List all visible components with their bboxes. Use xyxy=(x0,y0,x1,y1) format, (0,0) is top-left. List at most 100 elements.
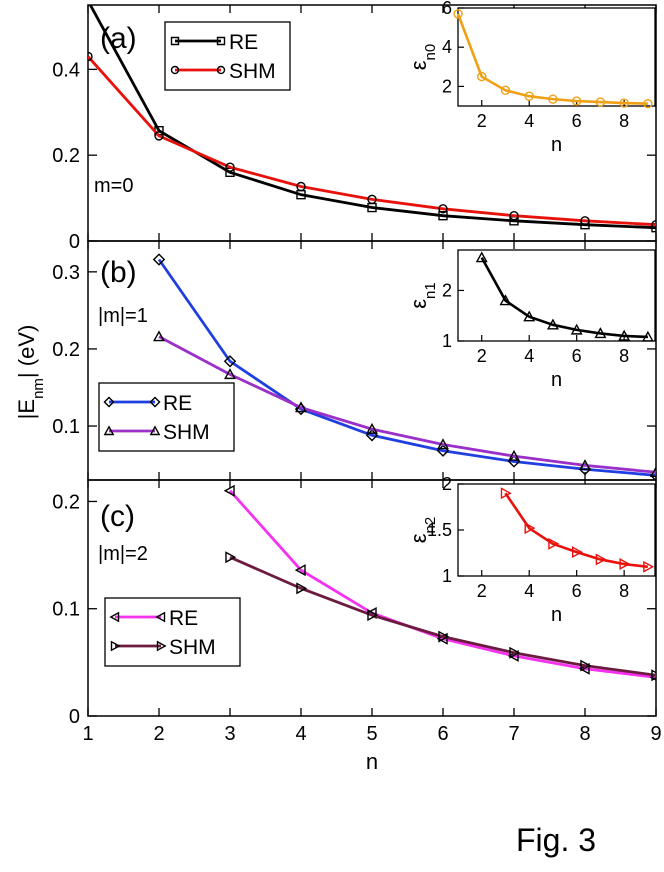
panel-c-data-point xyxy=(225,551,237,564)
panel-a-legend-label: RE xyxy=(229,31,258,54)
panel-a-inset-y-tick-label: 2 xyxy=(442,76,452,96)
panel-a-inset-x-label: n xyxy=(551,134,562,156)
panel-a-legend: RE SHM xyxy=(164,21,291,91)
panel-c-inset-y-label: εn2 xyxy=(406,517,439,544)
panel-a-legend-marker xyxy=(216,36,226,46)
panel-b-inset-y-label-main: ε xyxy=(406,299,431,309)
panel-b-inset-x-tick-label: 2 xyxy=(477,346,487,366)
panel-c-legend-marker xyxy=(155,611,166,623)
panel-a-series-re-line xyxy=(88,5,656,230)
panel-b-annotation: |m|=1 xyxy=(98,305,148,327)
panel-b-legend-label: RE xyxy=(163,392,192,415)
panel-c-data-point xyxy=(223,484,235,497)
panel-b-y-tick-label: 0.3 xyxy=(52,262,80,284)
panel-b-inset-y-label-sub: n1 xyxy=(422,282,439,299)
panel-a-data-point xyxy=(651,222,656,233)
panel-a-legend-box xyxy=(164,21,291,91)
panel-c-data-point xyxy=(294,564,306,577)
panel-b-inset-data-point xyxy=(570,323,583,335)
panel-a-inset-x-tick-label: 4 xyxy=(524,111,534,131)
panel-b-inset-x-tick-label: 8 xyxy=(619,346,629,366)
panel-a-data-point xyxy=(88,5,93,6)
panel-c-inset-y-label-main: ε xyxy=(406,533,431,543)
panel-a-legend-marker xyxy=(170,36,180,46)
panel-b-inset-y-label: εn1 xyxy=(406,282,439,309)
panel-a-inset-x-tick-label: 6 xyxy=(572,111,582,131)
panel-c-legend-marker xyxy=(156,640,167,652)
panel-b-inset-data-point xyxy=(475,251,488,263)
panel-a-inset-data-point xyxy=(619,98,629,108)
panel-a-legend-marker xyxy=(216,65,226,75)
figure-caption: Fig. 3 xyxy=(516,822,597,858)
panel-c-inset-y-tick-label: 2 xyxy=(442,474,452,494)
panel-b-inset-y-tick-label: 1 xyxy=(442,331,452,351)
x-tick-label: 3 xyxy=(224,723,235,745)
panel-c-label: (c) xyxy=(100,500,135,533)
panel-c-data-point xyxy=(580,659,592,672)
panel-b-inset-data-point xyxy=(499,294,512,306)
panel-a-inset-y-tick-label: 4 xyxy=(442,37,452,57)
panel-b-data-point xyxy=(152,253,166,266)
shared-y-axis-label: |Enm| (eV) xyxy=(14,325,47,420)
panel-a-series-shm xyxy=(88,51,656,230)
panel-b-legend: RE SHM xyxy=(98,382,235,452)
panel-a-data-point xyxy=(296,181,306,192)
panel-a-data-point xyxy=(509,210,519,221)
panel-b-legend-marker xyxy=(103,396,115,408)
panel-c-inset-y-tick-label: 1.5 xyxy=(427,520,452,540)
panel-c-inset-data-point xyxy=(643,560,655,573)
panel-b-legend-marker xyxy=(149,396,161,408)
panel-c-data-point xyxy=(296,582,308,595)
panel-c-inset-x-tick-label: 6 xyxy=(572,581,582,601)
panel-c-series-shm-line xyxy=(229,555,656,677)
panel-c-legend-label: SHM xyxy=(169,636,216,659)
panel-a-inset-x-tick-label: 2 xyxy=(477,111,487,131)
x-tick-label: 8 xyxy=(579,723,590,745)
panel-c-inset-data-point xyxy=(500,487,512,500)
panel-b-data-point xyxy=(650,466,656,477)
shared-x-axis-label: n xyxy=(366,749,378,774)
panel-b-inset-x-tick-label: 6 xyxy=(572,346,582,366)
panel-c-legend-marker xyxy=(109,611,120,623)
panel-a-inset-data-point xyxy=(524,91,534,101)
panel-c-inset-data-point xyxy=(619,558,631,571)
panel-a-inset-data-point xyxy=(571,96,582,106)
panel-c-inset-x-tick-label: 2 xyxy=(477,581,487,601)
panel-a-data-point xyxy=(651,219,656,230)
panel-a-data-point xyxy=(580,216,590,226)
panel-c-legend-marker xyxy=(110,640,121,652)
panel-c-legend: RE SHM xyxy=(104,597,241,667)
panel-a-inset-data-point xyxy=(643,98,653,109)
panel-a-data-point xyxy=(438,204,448,214)
panel-b-inset-data-point xyxy=(618,329,631,341)
panel-b-series-shm xyxy=(153,330,656,477)
panel-a-inset-data-point xyxy=(595,97,606,107)
panel-c-data-point xyxy=(651,669,656,682)
panel-c-data-point xyxy=(367,609,379,622)
panel-a-inset-data-point xyxy=(500,85,511,96)
x-tick-label: 5 xyxy=(366,723,377,745)
panel-c-inset-data-point xyxy=(595,553,607,566)
x-tick-label: 1 xyxy=(82,723,93,745)
panel-c-series-shm xyxy=(225,551,656,682)
panel-b-label: (b) xyxy=(100,256,137,289)
panel-c-inset-data-point xyxy=(548,537,560,550)
panel-a-inset-data-point xyxy=(477,71,487,82)
panel-a-data-point xyxy=(88,51,93,62)
panel-b-data-point xyxy=(508,449,520,461)
panel-b-y-tick-label: 0.2 xyxy=(52,339,80,361)
x-tick-label: 7 xyxy=(508,723,519,745)
panel-a-inset-y-tick-label: 6 xyxy=(442,0,452,18)
panel-b: 0.1 0.2 0.3 (b) |m|=1 RE SHM 2 4 6 8 1 2 n εn1 xyxy=(52,240,657,481)
x-tick-label: 2 xyxy=(153,723,164,745)
panel-a-data-point xyxy=(154,131,164,141)
panel-c-inset-y-label-sub: n2 xyxy=(422,517,439,534)
panel-c-inset-data-point xyxy=(524,522,536,535)
panel-b-inset-data-point xyxy=(523,310,536,322)
panel-c-annotation: |m|=2 xyxy=(98,543,148,565)
panel-a-inset-y-label: εn0 xyxy=(406,44,439,71)
